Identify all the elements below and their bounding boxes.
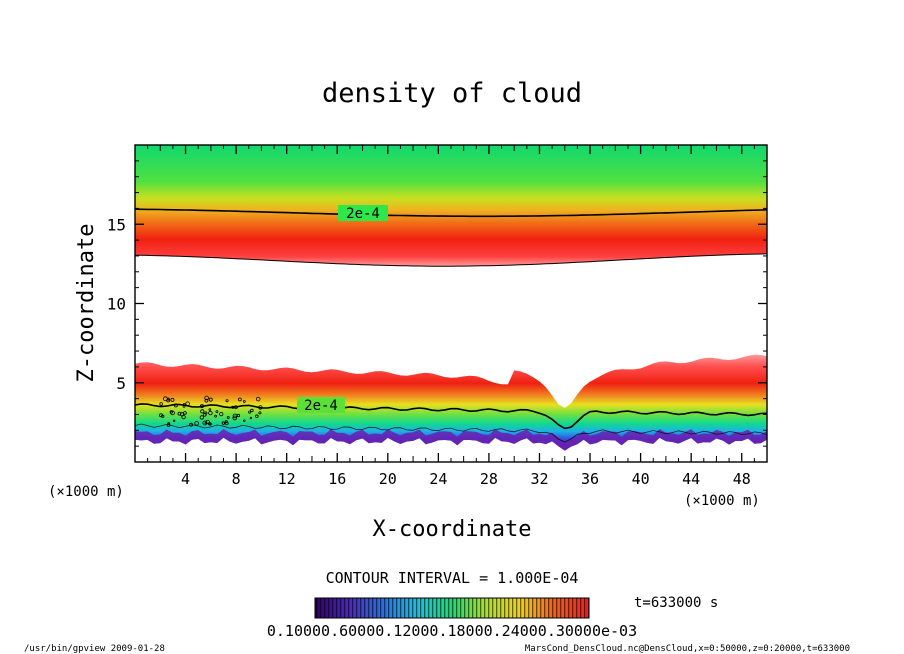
footer-right: MarsCond_DensCloud.nc@DensCloud,x=0:5000…: [525, 644, 850, 654]
contour-label-upper: 2e-4: [346, 206, 380, 222]
time-label: t=633000 s: [634, 595, 718, 611]
contour-speckle: [205, 419, 210, 425]
contour-speckle: [159, 402, 163, 406]
contour-speckle: [183, 411, 187, 415]
x-tick-label: 28: [480, 470, 498, 488]
contour-speckle: [250, 408, 254, 413]
colorbar-stripes: [315, 598, 589, 618]
contour-speckle: [181, 414, 186, 420]
contour-speckle: [221, 421, 226, 425]
contour-speckle: [167, 422, 171, 426]
x-unit-left: (×1000 m): [48, 484, 124, 500]
contour-speckle: [194, 421, 199, 426]
contour-speckle: [224, 420, 228, 424]
contour-speckle: [208, 410, 213, 416]
contour-speckle: [255, 414, 259, 419]
x-tick-label: 44: [682, 470, 700, 488]
contour-speckle: [199, 404, 204, 409]
contour-speckle: [258, 411, 262, 415]
contour-speckle: [208, 408, 212, 411]
contour-speckle: [249, 416, 253, 420]
contour-speckle: [238, 397, 242, 402]
contour-speckle: [219, 411, 224, 417]
contour-speckle: [214, 414, 217, 418]
contour-speckle: [200, 409, 205, 414]
contour-label-lower: 2e-4: [304, 398, 338, 414]
y-axis-ticks: 5 10 15: [107, 160, 767, 447]
contour-speckle: [185, 401, 190, 406]
x-tick-label: 8: [232, 470, 241, 488]
contour-line-upper: [135, 208, 767, 218]
contour-speckle: [172, 419, 176, 423]
contour-line-lower: [135, 403, 767, 430]
contour-speckle: [232, 413, 238, 419]
x-tick-label: 32: [530, 470, 548, 488]
contour-speckle: [232, 415, 238, 421]
contour-label-bg-upper: [338, 205, 388, 221]
x-axis-label: X-coordinate: [373, 517, 532, 542]
x-tick-label: 16: [328, 470, 346, 488]
lower-cloud-band: [135, 354, 767, 451]
contour-speckle: [169, 410, 174, 414]
contour-speckle: [166, 397, 170, 401]
x-tick-label: 36: [581, 470, 599, 488]
contour-speckle: [159, 413, 163, 418]
contour-speckle: [243, 419, 246, 422]
plot-area: [135, 145, 767, 451]
contour-speckle: [202, 420, 208, 426]
contour-line-lower-inner: [135, 423, 767, 443]
x-tick-label: 48: [733, 470, 751, 488]
contour-line-upper-edge: [135, 253, 767, 267]
contour-speckle: [208, 397, 213, 402]
contour-speckle: [208, 422, 212, 426]
contour-speckle: [173, 403, 178, 408]
contour-speckle: [233, 405, 238, 410]
upper-cloud-band: [135, 145, 767, 267]
contour-speckle: [170, 397, 175, 402]
contour-speckle: [204, 398, 209, 403]
x-tick-label: 40: [632, 470, 650, 488]
x-unit-right: (×1000 m): [684, 493, 760, 509]
colorbar-labels: 0.10000.60000.12000.18000.24000.30000e-0…: [267, 622, 637, 640]
contour-label-bg-lower: [297, 397, 345, 413]
contour-speckle: [258, 405, 263, 410]
contour-speckle: [225, 399, 229, 403]
contour-speckle: [248, 410, 252, 414]
contour-speckle: [166, 423, 171, 427]
contour-speckle: [231, 405, 235, 409]
chart-title: density of cloud: [322, 78, 582, 109]
contour-interval: CONTOUR INTERVAL = 1.000E-04: [326, 569, 579, 587]
contour-speckle: [202, 412, 207, 417]
contour-speckle: [226, 416, 230, 419]
contour-speckle: [224, 421, 229, 426]
x-axis-ticks: 4 8 12 16 20 24 28 32 36 40 44 48: [147, 145, 755, 488]
contour-speckle: [255, 396, 261, 402]
y-tick-label: 15: [107, 215, 126, 234]
contour-speckle: [204, 395, 209, 401]
contour-speckle: [242, 400, 246, 403]
x-tick-label: 4: [181, 470, 190, 488]
contour-speckle: [215, 410, 219, 414]
x-tick-label: 12: [278, 470, 296, 488]
footer-left: /usr/bin/gpview 2009-01-28: [24, 644, 165, 654]
y-axis-label: Z-coordinate: [74, 224, 99, 383]
contour-speckle: [199, 415, 204, 420]
y-tick-label: 5: [116, 374, 126, 393]
y-tick-label: 10: [107, 295, 126, 314]
contour-speckle: [182, 402, 186, 406]
contour-speckles: [159, 395, 263, 427]
lower-cloud-purple-edge: [135, 429, 767, 451]
x-tick-label: 20: [379, 470, 397, 488]
contour-speckle: [189, 422, 193, 427]
x-tick-label: 24: [429, 470, 447, 488]
colorbar-frame: [314, 597, 590, 619]
